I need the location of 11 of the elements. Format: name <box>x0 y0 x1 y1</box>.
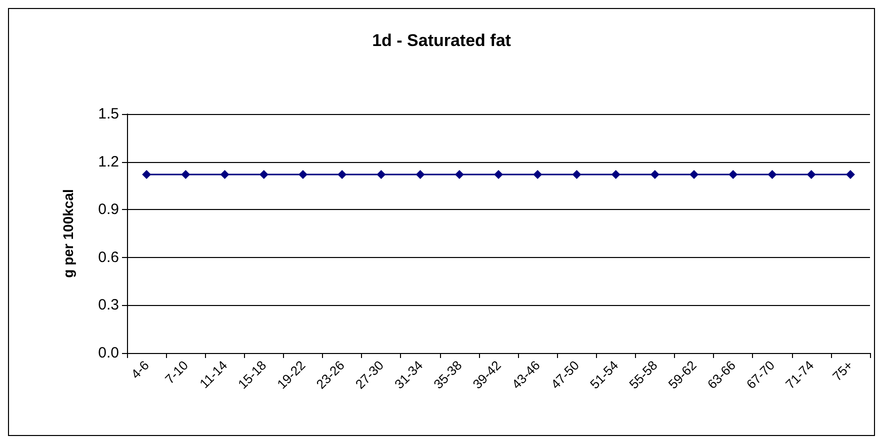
chart-title: 1d - Saturated fat <box>372 31 512 50</box>
y-tick-label: 1.2 <box>98 153 119 170</box>
x-tick-label: 7-10 <box>162 358 191 387</box>
y-tick-label: 0.9 <box>98 201 119 218</box>
y-axis-title: g per 100kcal <box>60 189 76 278</box>
x-tick-label: 4-6 <box>128 358 152 382</box>
y-tick-label: 0.6 <box>98 248 119 266</box>
y-tick-label: 0.0 <box>98 344 119 362</box>
x-tick-label: 75+ <box>830 358 856 384</box>
y-tick-label: 0.3 <box>98 296 119 314</box>
y-tick-label: 1.5 <box>98 106 119 122</box>
